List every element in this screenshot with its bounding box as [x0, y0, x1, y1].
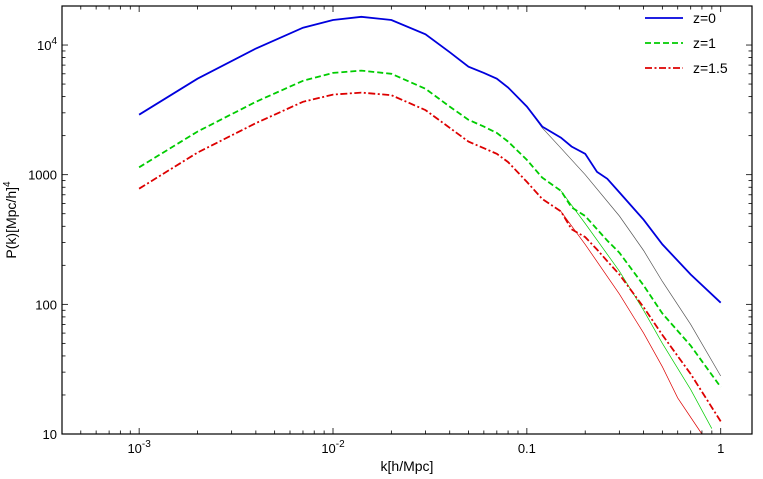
reference-curve-0: [526, 106, 722, 377]
legend-item: z=1.5: [645, 60, 728, 76]
x-axis: 10-3 10-2 0.1 1: [61, 6, 724, 456]
legend: z=0 z=1 z=1.5: [645, 10, 728, 76]
x-tick-label: 10-2: [321, 439, 345, 456]
y-tick-label: 1000: [28, 168, 57, 183]
reference-curve-2: [560, 211, 703, 435]
y-tick-label: 10: [43, 427, 57, 442]
series-line-z-0: [138, 15, 722, 304]
reference-curve-1: [560, 190, 713, 429]
x-tick-label: 0.1: [518, 441, 536, 456]
series-lines: [138, 15, 722, 422]
series-line-z-1: [138, 69, 722, 388]
y-axis: 10 100 1000 104: [28, 5, 752, 442]
legend-label: z=1: [693, 35, 716, 51]
x-tick-label: 1: [717, 441, 724, 456]
y-axis-title-main: P(k)[Mpc/h]: [3, 187, 19, 259]
legend-label: z=0: [693, 10, 716, 26]
x-axis-title: k[h/Mpc]: [381, 458, 434, 474]
series-line-z-1-5: [138, 91, 722, 422]
legend-label: z=1.5: [693, 60, 728, 76]
plot-frame: [61, 5, 753, 435]
reference-curves: [526, 106, 722, 435]
y-tick-label: 104: [37, 36, 57, 53]
legend-item: z=0: [645, 10, 716, 26]
y-axis-title-exponent: 4: [2, 181, 13, 187]
y-tick-label: 100: [35, 297, 57, 312]
legend-item: z=1: [645, 35, 716, 51]
x-tick-label: 10-3: [127, 439, 151, 456]
y-axis-title: P(k)[Mpc/h]4: [2, 181, 19, 259]
